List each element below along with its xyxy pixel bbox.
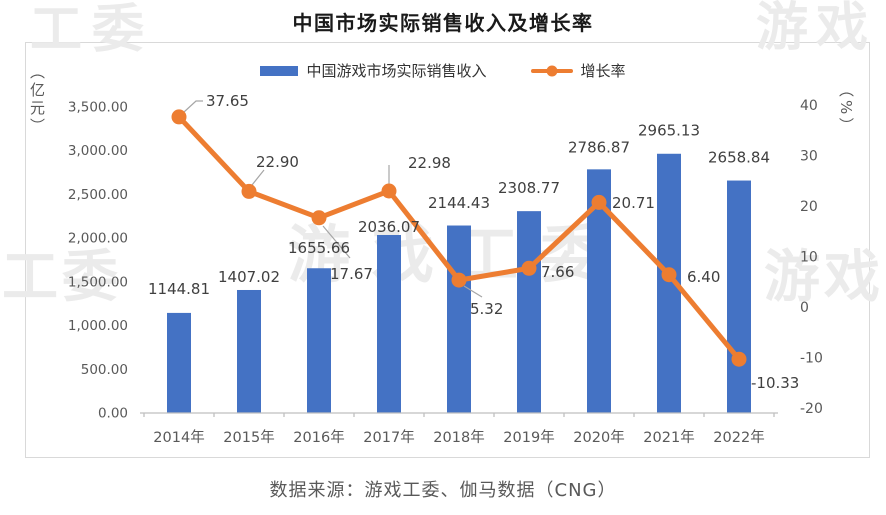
label-leader-line xyxy=(251,169,265,186)
bar-value-label: 2144.43 xyxy=(428,194,490,212)
left-axis-tick-label: 3,500.00 xyxy=(68,100,128,116)
bar-value-label: 2965.13 xyxy=(638,122,700,140)
legend-line-swatch-icon xyxy=(530,65,573,76)
line-value-label: 20.71 xyxy=(612,194,655,212)
line-point-2017年 xyxy=(381,183,397,199)
legend-bar-swatch-icon xyxy=(260,65,299,76)
watermark-center: 游戏工委 xyxy=(288,224,624,286)
x-axis-label: 2015年 xyxy=(223,429,274,446)
legend-item-growth: 增长率 xyxy=(530,60,626,81)
bar-2019年 xyxy=(517,211,541,413)
bar-value-label: 2036.07 xyxy=(358,218,420,236)
line-point-2014年 xyxy=(171,109,187,125)
left-axis-tick-label: 0.00 xyxy=(98,406,128,422)
bar-value-label: 1655.66 xyxy=(288,239,350,257)
left-axis-tick-label: 1,000.00 xyxy=(68,318,128,334)
right-axis-unit-label: （%） xyxy=(837,82,855,136)
right-axis-tick-label: 40 xyxy=(800,98,818,114)
line-value-label: 22.90 xyxy=(256,153,299,171)
bar-2017年 xyxy=(377,234,401,413)
line-value-label: 6.40 xyxy=(687,268,720,286)
line-point-2020年 xyxy=(591,194,607,210)
chart-legend: 中国游戏市场实际销售收入 增长率 xyxy=(0,60,886,81)
legend-growth-label: 增长率 xyxy=(580,62,626,80)
bar-2022年 xyxy=(727,180,751,413)
line-value-label: 7.66 xyxy=(541,263,574,281)
x-axis-label: 2021年 xyxy=(643,429,694,446)
left-axis-unit-label: （亿元） xyxy=(28,64,46,136)
right-axis-tick-label: 0 xyxy=(800,300,809,316)
line-value-label: 37.65 xyxy=(206,92,249,110)
line-point-2016年 xyxy=(311,210,327,226)
line-value-label: 5.32 xyxy=(470,300,503,318)
left-axis-tick-label: 2,500.00 xyxy=(68,187,128,203)
line-point-2021年 xyxy=(661,267,677,283)
bar-value-label: 1144.81 xyxy=(148,280,210,298)
left-axis-tick-label: 2,000.00 xyxy=(68,231,128,247)
line-point-2015年 xyxy=(241,183,257,199)
right-axis-tick-label: 30 xyxy=(800,149,818,165)
watermark-top-left: 工委 xyxy=(30,0,155,60)
line-point-2018年 xyxy=(451,272,467,288)
watermark-mid-right: 游戏 xyxy=(764,245,884,310)
line-point-2019年 xyxy=(521,260,537,276)
source-note: 数据来源：游戏工委、伽马数据（CNG） xyxy=(269,480,617,501)
right-axis-tick-label: -20 xyxy=(800,401,823,417)
bar-value-label: 2658.84 xyxy=(708,149,770,167)
chart-title: 中国市场实际销售收入及增长率 xyxy=(292,11,594,35)
left-axis-tick-label: 3,000.00 xyxy=(68,143,128,159)
right-axis-tick-label: 20 xyxy=(800,199,818,215)
left-axis-tick-label: 500.00 xyxy=(81,362,128,378)
legend-line-marker-icon xyxy=(546,65,557,76)
watermark-mid-left: 工委 xyxy=(2,245,122,310)
bar-2016年 xyxy=(307,268,331,413)
x-axis-label: 2016年 xyxy=(293,429,344,446)
bar-2015年 xyxy=(237,289,261,413)
legend-revenue-label: 中国游戏市场实际销售收入 xyxy=(306,62,487,80)
bar-2018年 xyxy=(447,225,471,413)
x-axis-label: 2017年 xyxy=(363,429,414,446)
bar-value-label: 1407.02 xyxy=(218,268,280,286)
legend-item-revenue: 中国游戏市场实际销售收入 xyxy=(260,60,487,81)
line-point-2022年 xyxy=(731,351,747,367)
x-axis-label: 2018年 xyxy=(433,429,484,446)
left-axis-tick-label: 1,500.00 xyxy=(68,274,128,290)
bar-2014年 xyxy=(167,312,191,413)
label-leader-line xyxy=(463,285,483,298)
bar-value-label: 2786.87 xyxy=(568,139,630,157)
right-axis-tick-label: -10 xyxy=(800,351,823,367)
x-axis-label: 2020年 xyxy=(573,429,624,446)
line-value-label: 17.67 xyxy=(330,265,373,283)
right-axis-tick-label: 10 xyxy=(800,250,818,266)
label-leader-line xyxy=(322,225,351,259)
x-axis-label: 2022年 xyxy=(713,429,764,446)
label-leader-line xyxy=(183,100,203,113)
x-axis-label: 2014年 xyxy=(153,429,204,446)
bar-value-label: 2308.77 xyxy=(498,179,560,197)
line-value-label: 22.98 xyxy=(408,154,451,172)
watermark-top-right: 游戏 xyxy=(756,0,877,58)
x-axis-label: 2019年 xyxy=(503,429,554,446)
line-value-label: -10.33 xyxy=(751,374,799,392)
